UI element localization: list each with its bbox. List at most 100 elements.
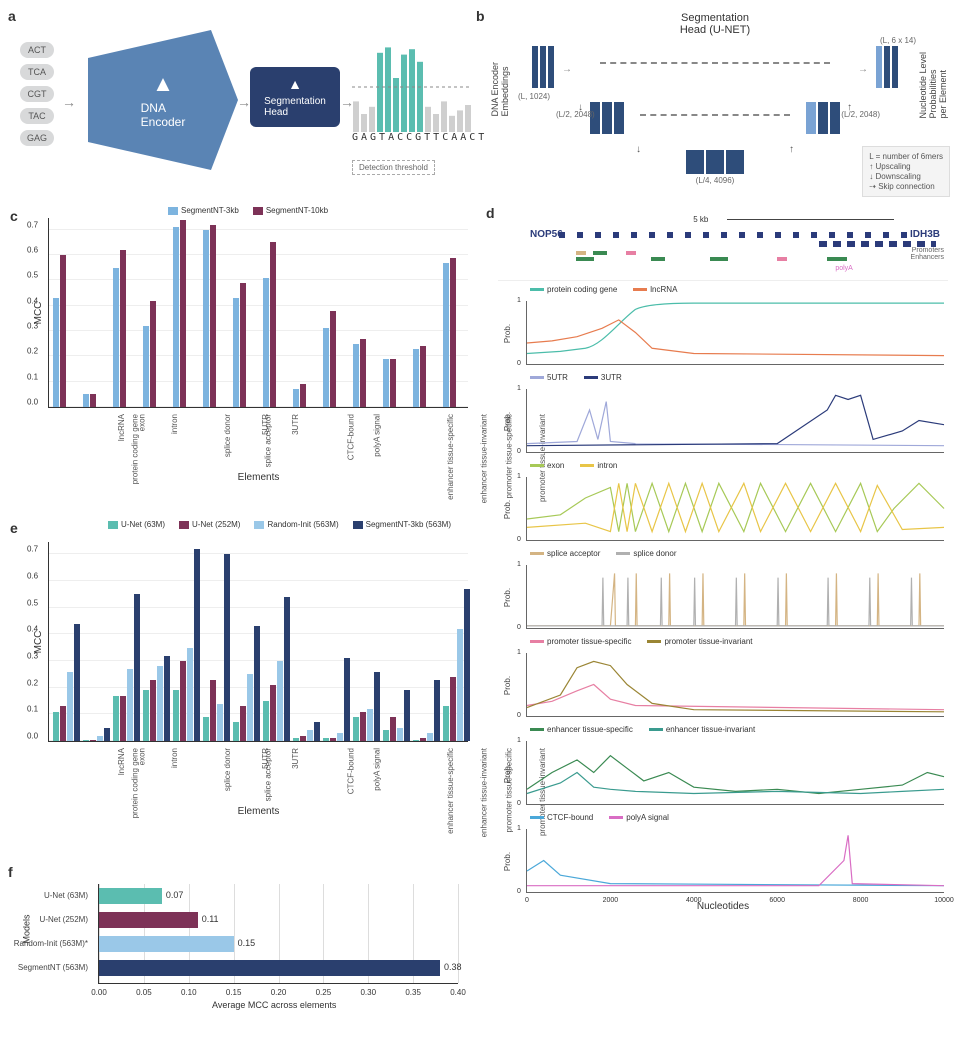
- bar-group: [113, 250, 126, 407]
- tick-label: 0.3: [27, 322, 38, 331]
- bar: [300, 736, 306, 741]
- bar-group: [113, 594, 140, 741]
- feature-bar: [576, 257, 594, 261]
- panel-d-label: d: [486, 205, 495, 221]
- tick-label: 0.7: [27, 545, 38, 554]
- bar-group: [83, 728, 110, 741]
- tracks-container: protein coding genelncRNAProb.015UTR3UTR…: [498, 285, 948, 897]
- track-legend: 5UTR3UTR: [530, 373, 622, 382]
- tick-label: 0.00: [91, 988, 107, 997]
- bar-group: [413, 346, 426, 407]
- legend-item: Random-Init (563M): [254, 520, 338, 529]
- bar: [263, 278, 269, 407]
- bar-group: [293, 384, 306, 407]
- scale-label: 5 kb: [693, 215, 708, 224]
- hbar: [99, 960, 440, 976]
- bar: [434, 680, 440, 741]
- flame-icon: ▲: [288, 76, 302, 92]
- bar: [353, 344, 359, 407]
- hbar-value: 0.11: [202, 914, 219, 924]
- bar-group: [233, 283, 246, 407]
- tick-label: 0.10: [181, 988, 197, 997]
- track-plot: 01: [526, 477, 944, 541]
- tick-label: 0: [517, 360, 521, 367]
- x-label: Average MCC across elements: [212, 1000, 336, 1010]
- tick-label: 1: [517, 649, 521, 656]
- track: splice acceptorsplice donorProb.01: [498, 549, 948, 633]
- bar: [120, 250, 126, 407]
- panel-a-label: a: [8, 8, 16, 24]
- category-label: exon: [137, 414, 146, 431]
- unet-legend: L = number of 6mers ↑ Upscaling ↓ Downsc…: [862, 146, 950, 197]
- bar: [383, 359, 389, 407]
- tick-label: 0.05: [136, 988, 152, 997]
- bar: [330, 311, 336, 407]
- x-label: Elements: [238, 806, 280, 817]
- bar: [263, 701, 269, 741]
- track-legend: promoter tissue-specificpromoter tissue-…: [530, 637, 753, 646]
- bar: [143, 326, 149, 407]
- category-label: enhancer tissue-specific: [446, 414, 455, 500]
- bar: [254, 626, 260, 741]
- legend-item: SegmentNT-10kb: [253, 206, 328, 215]
- downscale-icon: ↓: [636, 144, 641, 155]
- hbar-value: 0.15: [238, 938, 256, 948]
- y-label: Prob.: [503, 588, 512, 607]
- skip-connection: [640, 114, 790, 116]
- tick-label: 0.0: [27, 398, 38, 407]
- upscale-icon: ↑: [847, 102, 852, 113]
- feature-bar: [827, 257, 847, 261]
- feature-bar: [593, 251, 607, 255]
- feature-bar: [651, 257, 665, 261]
- track-plot: 01: [526, 301, 944, 365]
- track: protein coding genelncRNAProb.01: [498, 285, 948, 369]
- bar: [427, 733, 433, 741]
- bar: [397, 728, 403, 741]
- kmer: GAG: [20, 130, 54, 146]
- tick-label: 0: [525, 897, 529, 904]
- tick-label: 0.15: [226, 988, 242, 997]
- tick-label: 0.6: [27, 246, 38, 255]
- legend-item: promoter tissue-invariant: [647, 637, 752, 646]
- hbar-value: 0.07: [166, 890, 184, 900]
- bar: [383, 730, 389, 741]
- bar: [284, 597, 290, 741]
- tick-label: 0.3: [27, 652, 38, 661]
- bar: [173, 690, 179, 741]
- feature-bar: [710, 257, 728, 261]
- gene-model: [559, 232, 910, 238]
- bar: [210, 225, 216, 407]
- bar: [97, 736, 103, 741]
- bar-plot: MCC Elements 0.00.10.20.30.40.50.60.7pro…: [48, 218, 468, 408]
- bar-group: [173, 549, 200, 741]
- bar: [120, 696, 126, 741]
- bar-group: [53, 624, 80, 741]
- bar-group: [143, 656, 170, 741]
- category-label: polyA signal: [373, 748, 382, 791]
- tick-label: 10000: [934, 897, 953, 904]
- track: exonintronProb.01: [498, 461, 948, 545]
- bar: [187, 648, 193, 741]
- tick-label: 0.1: [27, 372, 38, 381]
- segmentation-head-block: ▲ SegmentationHead: [250, 67, 340, 127]
- bar: [270, 242, 276, 407]
- upscale-icon: ↑: [789, 144, 794, 155]
- tick-label: 1: [517, 473, 521, 480]
- y-label: Prob.: [503, 500, 512, 519]
- bar-group: [443, 589, 470, 741]
- bar: [450, 677, 456, 741]
- category-label: CTCF-bound: [346, 748, 355, 794]
- legend-item: exon: [530, 461, 564, 470]
- bar: [90, 394, 96, 407]
- bar: [143, 690, 149, 741]
- unet-title: SegmentationHead (U-NET): [680, 12, 750, 36]
- tick-label: 1: [517, 297, 521, 304]
- tick-label: 1: [517, 737, 521, 744]
- track-plot: 010200040006000800010000: [526, 829, 944, 893]
- x-label: Elements: [238, 472, 280, 483]
- bar-group: [323, 658, 350, 741]
- tick-label: 0.30: [360, 988, 376, 997]
- bar: [293, 389, 299, 407]
- bar: [194, 549, 200, 741]
- category-label: intron: [170, 748, 179, 768]
